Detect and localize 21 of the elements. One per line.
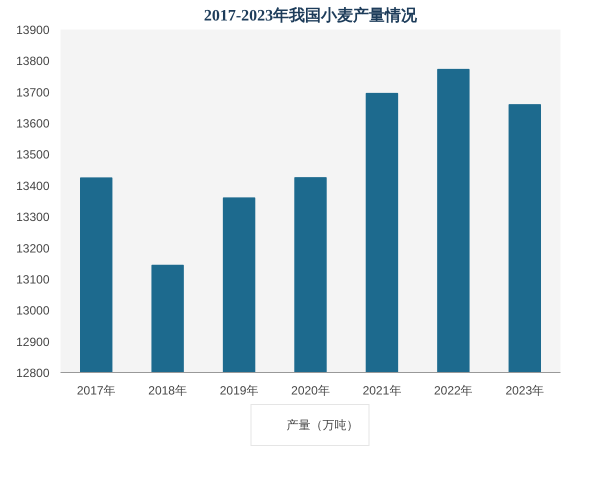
y-tick-label: 13900 bbox=[16, 23, 50, 37]
y-tick-label: 13500 bbox=[16, 148, 50, 162]
text: 产量（万吨） bbox=[286, 416, 358, 434]
y-tick-label: 13000 bbox=[16, 304, 50, 318]
y-tick-label: 13100 bbox=[16, 272, 50, 286]
y-tick-label: 13300 bbox=[16, 210, 50, 224]
chart-title: 2017-2023年我国小麦产量情况 bbox=[204, 6, 418, 24]
x-tick-label: 2019年 bbox=[220, 384, 258, 398]
x-tick-label: 2018年 bbox=[148, 384, 187, 398]
x-tick-label: 2017年 bbox=[76, 384, 116, 398]
y-tick-label: 12800 bbox=[16, 366, 50, 380]
x-tick-label: 2022年 bbox=[434, 384, 473, 398]
x-tick-label: 2021年 bbox=[362, 384, 402, 398]
y-tick-label: 13600 bbox=[16, 116, 50, 131]
x-tick-label: 2020年 bbox=[291, 384, 330, 398]
y-tick-label: 13700 bbox=[16, 85, 50, 100]
x-tick-label: 2023年 bbox=[505, 384, 544, 398]
y-tick-label: 13200 bbox=[16, 241, 50, 256]
y-tick-label: 13800 bbox=[16, 54, 50, 68]
y-tick-label: 13400 bbox=[16, 178, 50, 193]
y-tick-label: 12900 bbox=[16, 334, 50, 349]
